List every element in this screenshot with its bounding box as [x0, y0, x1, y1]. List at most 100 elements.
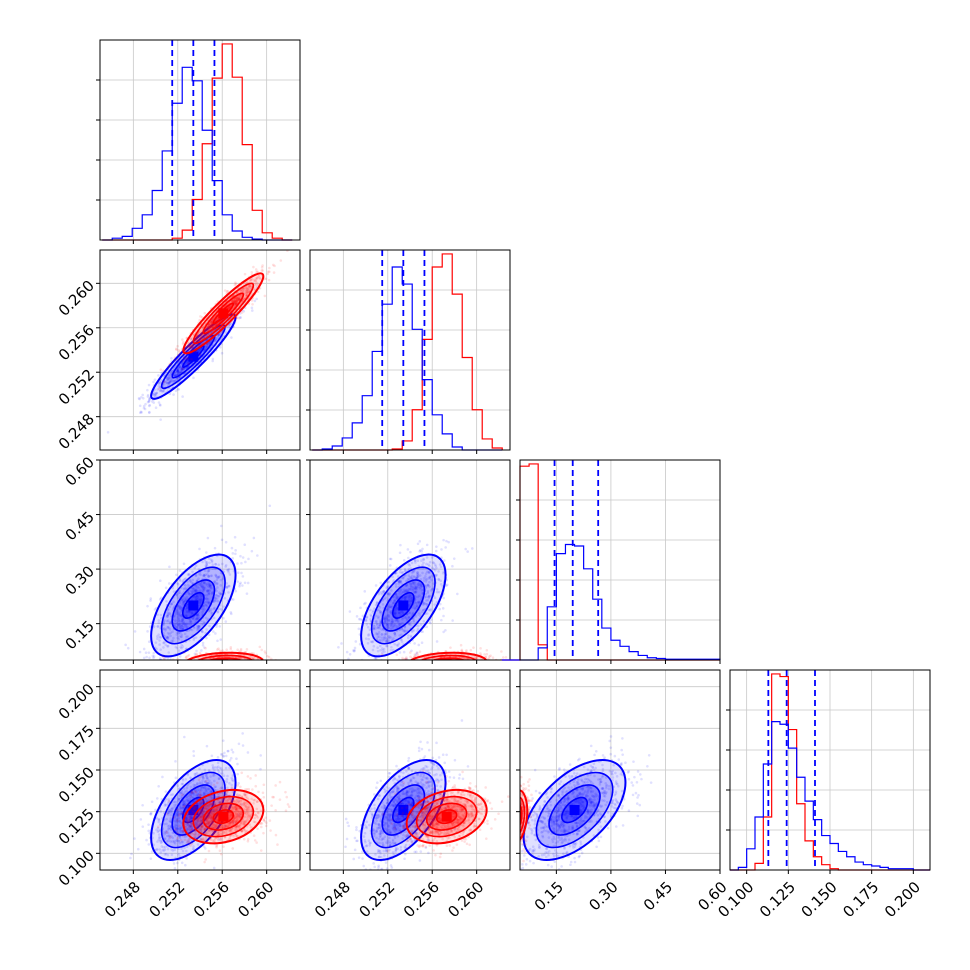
- scatter-point-blue: [358, 642, 362, 646]
- scatter-point-red: [200, 663, 203, 666]
- scatter-point-blue: [183, 622, 186, 625]
- scatter-point-red: [252, 657, 256, 660]
- scatter-point-blue: [214, 339, 218, 342]
- scatter-point-red: [235, 296, 239, 300]
- scatter-point-blue: [407, 634, 410, 637]
- scatter-point-blue: [385, 624, 389, 627]
- scatter-point-blue: [377, 633, 380, 636]
- scatter-point-blue: [147, 399, 151, 403]
- scatter-point-blue: [211, 591, 214, 595]
- scatter-point-blue: [413, 559, 417, 562]
- scatter-point-blue: [167, 582, 171, 585]
- scatter-point-blue: [148, 625, 152, 628]
- scatter-point-blue: [416, 629, 419, 633]
- scatter-point-blue: [148, 404, 151, 408]
- scatter-point-red: [229, 665, 232, 668]
- scatter-point-blue: [177, 369, 180, 373]
- panel-0-0: [96, 39, 301, 244]
- scatter-point-blue: [175, 573, 178, 577]
- scatter-point-blue: [207, 593, 210, 596]
- scatter-point-red: [200, 666, 203, 669]
- scatter-point-red: [246, 287, 250, 291]
- scatter-point-blue: [208, 583, 212, 586]
- scatter-point-blue: [398, 580, 401, 583]
- scatter-point-blue: [153, 394, 157, 397]
- scatter-point-red: [420, 664, 423, 667]
- scatter-point-red: [236, 291, 239, 295]
- scatter-point-blue: [231, 552, 235, 555]
- scatter-point-blue: [216, 586, 219, 589]
- density-peak-red: [218, 658, 229, 660]
- scatter-point-red: [200, 666, 203, 669]
- scatter-point-red: [207, 661, 210, 664]
- scatter-point-red: [245, 286, 249, 290]
- scatter-point-red: [206, 329, 210, 332]
- scatter-point-blue: [158, 643, 161, 646]
- scatter-point-red: [219, 664, 222, 667]
- scatter-point-blue: [420, 549, 424, 553]
- scatter-point-red: [417, 662, 420, 665]
- scatter-point-red: [204, 662, 207, 665]
- scatter-point-blue: [218, 607, 222, 611]
- scatter-point-blue: [194, 589, 197, 592]
- scatter-point-red: [182, 665, 185, 668]
- scatter-point-blue: [379, 648, 382, 652]
- scatter-point-blue: [198, 582, 202, 586]
- scatter-point-red: [252, 661, 255, 664]
- scatter-point-red: [251, 662, 254, 665]
- scatter-point-blue: [466, 550, 469, 553]
- scatter-point-blue: [395, 596, 399, 600]
- scatter-point-blue: [376, 616, 380, 620]
- scatter-point-blue: [403, 569, 407, 572]
- scatter-point-blue: [424, 575, 427, 578]
- scatter-point-blue: [186, 606, 189, 610]
- scatter-point-blue: [365, 615, 369, 619]
- scatter-point-red: [206, 664, 209, 667]
- scatter-point-red: [216, 662, 219, 665]
- scatter-point-red: [212, 674, 215, 677]
- scatter-point-blue: [191, 570, 194, 574]
- scatter-point-blue: [234, 549, 237, 552]
- scatter-point-blue: [215, 625, 218, 628]
- scatter-point-blue: [178, 371, 182, 375]
- scatter-point-red: [252, 661, 255, 664]
- scatter-point-red: [159, 368, 163, 371]
- scatter-point-blue: [182, 600, 186, 604]
- scatter-point-blue: [204, 560, 208, 564]
- scatter-point-blue: [158, 389, 162, 393]
- scatter-point-blue: [177, 632, 181, 635]
- scatter-point-red: [458, 664, 461, 667]
- scatter-point-blue: [176, 370, 179, 373]
- scatter-point-red: [227, 672, 230, 675]
- scatter-point-blue: [382, 590, 385, 594]
- scatter-point-red: [181, 353, 184, 357]
- scatter-point-blue: [428, 580, 431, 584]
- scatter-point-red: [215, 674, 218, 677]
- scatter-point-red: [196, 344, 200, 347]
- scatter-point-red: [234, 663, 237, 666]
- scatter-point-red: [245, 293, 249, 297]
- scatter-point-blue: [385, 586, 388, 590]
- scatter-point-red: [228, 665, 231, 668]
- scatter-point-blue: [195, 589, 199, 592]
- scatter-point-red: [210, 324, 213, 328]
- scatter-point-red: [223, 289, 227, 292]
- scatter-point-red: [194, 346, 197, 349]
- scatter-point-blue: [239, 581, 242, 585]
- scatter-point-blue: [409, 587, 413, 591]
- scatter-point-red: [249, 661, 252, 664]
- scatter-point-blue: [428, 576, 432, 580]
- scatter-point-blue: [183, 596, 187, 600]
- scatter-point-red: [208, 661, 211, 664]
- scatter-point-blue: [198, 601, 202, 605]
- scatter-point-blue: [214, 339, 217, 342]
- scatter-point-blue: [195, 628, 199, 632]
- scatter-point-red: [225, 664, 228, 667]
- scatter-point-blue: [207, 592, 211, 595]
- scatter-point-red: [465, 649, 468, 652]
- scatter-point-blue: [422, 601, 425, 604]
- scatter-point-blue: [411, 577, 414, 580]
- scatter-point-red: [204, 334, 207, 338]
- scatter-point-blue: [210, 320, 213, 324]
- scatter-point-red: [246, 664, 249, 667]
